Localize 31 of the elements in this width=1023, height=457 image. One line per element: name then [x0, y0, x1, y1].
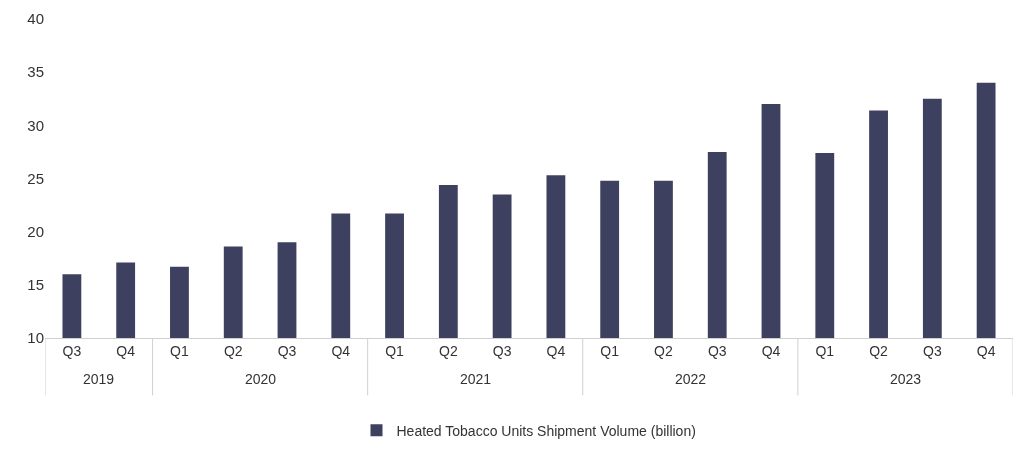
y-tick-label: 25 [27, 169, 44, 187]
x-tick-label: Q3 [277, 342, 297, 359]
x-tick-label: Q3 [492, 342, 512, 359]
legend-label: Heated Tobacco Units Shipment Volume (billion) [396, 422, 696, 439]
x-tick-label: Q4 [331, 342, 351, 359]
x-tick-label: Q4 [976, 342, 996, 359]
y-tick-label: 40 [27, 10, 44, 28]
y-tick-label: 15 [27, 276, 44, 294]
y-tick-label: 35 [27, 63, 44, 81]
y-tick-label: 20 [27, 222, 44, 240]
x-tick-label: Q3 [707, 342, 727, 359]
x-tick-label: Q2 [223, 342, 243, 359]
text: 2021 [460, 371, 492, 387]
x-tick-label: Q1 [815, 342, 835, 359]
x-tick-label: Q3 [62, 342, 82, 359]
x-tick-label: Q2 [654, 342, 673, 359]
x-tick-label: Q4 [116, 342, 136, 359]
text: 2022 [675, 371, 707, 387]
x-tick-label: Q4 [761, 342, 781, 359]
text: 2023 [890, 371, 922, 387]
x-tick-label: Q2 [438, 342, 458, 359]
text: 2020 [245, 371, 277, 387]
y-tick-label: 10 [27, 329, 44, 347]
y-tick-label: 30 [27, 116, 44, 134]
text: 2019 [83, 371, 115, 387]
x-tick-label: Q4 [546, 342, 566, 359]
x-tick-label: Q3 [922, 342, 942, 359]
x-tick-label: Q1 [170, 342, 189, 359]
x-tick-label: Q2 [869, 342, 889, 359]
x-tick-label: Q1 [385, 342, 405, 359]
x-tick-label: Q1 [600, 342, 620, 359]
